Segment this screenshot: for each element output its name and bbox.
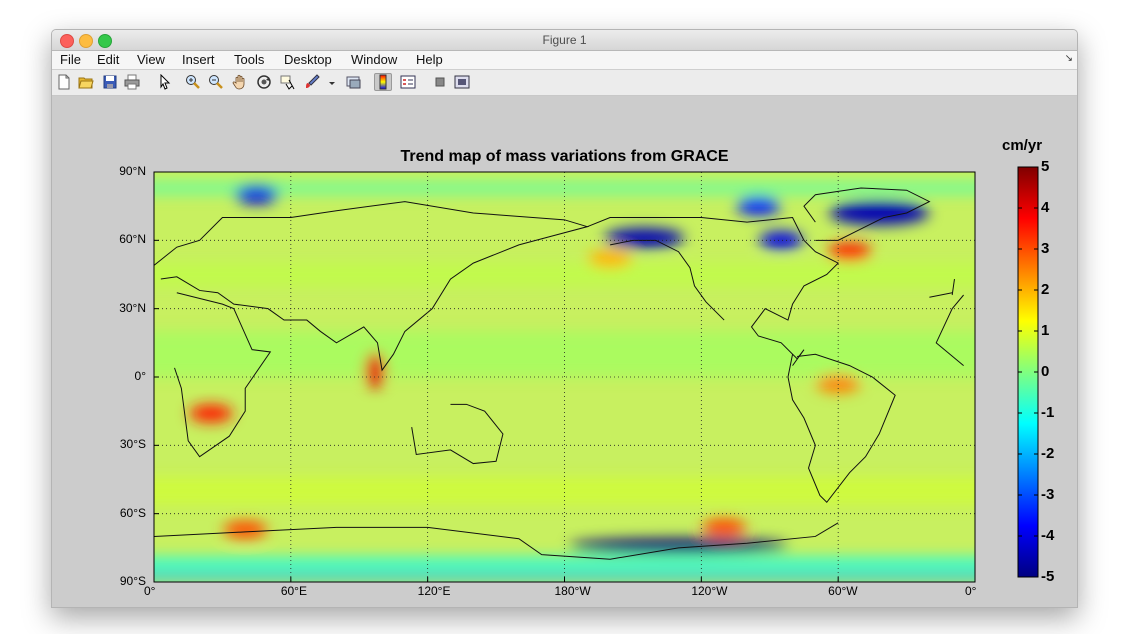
trend-feature-north-pacific — [588, 249, 633, 268]
coastline — [174, 292, 964, 458]
figure-window: Figure 1 File Edit View Insert Tools Des… — [51, 29, 1078, 608]
colorbar-icon[interactable] — [374, 73, 392, 91]
pointer-icon[interactable] — [157, 74, 173, 90]
colorbar-tick-label: -4 — [1041, 527, 1055, 544]
menu-help[interactable]: Help — [416, 52, 443, 67]
trend-band — [154, 331, 975, 377]
x-tick-label: 120°E — [417, 584, 451, 598]
menu-view[interactable]: View — [137, 52, 165, 67]
trend-map-axes[interactable] — [52, 96, 1077, 607]
trend-feature-alaska — [604, 228, 685, 249]
open-file-icon[interactable] — [78, 74, 94, 90]
colorbar-tick-label: -1 — [1041, 404, 1055, 421]
x-tick-label: 60°W — [828, 584, 858, 598]
trend-feature-greenland — [829, 201, 930, 225]
minimize-button[interactable] — [79, 34, 93, 48]
trend-feature-enderby-land — [223, 520, 268, 539]
trend-feature-west-antarctica — [568, 538, 789, 553]
trend-feature-canadian-arctic — [736, 197, 781, 216]
y-tick-label: 60°S — [119, 505, 146, 520]
menu-bar: File Edit View Insert Tools Desktop Wind… — [52, 51, 1077, 70]
show-plot-tools-icon[interactable] — [454, 74, 470, 90]
brush-icon[interactable] — [304, 74, 320, 90]
menu-insert[interactable]: Insert — [182, 52, 215, 67]
dock-arrow-icon[interactable]: ↘ — [1064, 53, 1073, 64]
coastline — [154, 201, 955, 372]
colorbar-tick-label: 2 — [1041, 281, 1050, 298]
trend-band — [154, 263, 975, 286]
x-tick-label: 0° — [144, 584, 156, 598]
colorbar-tick-label: -5 — [1041, 568, 1055, 585]
colorbar-tick-label: -2 — [1041, 445, 1055, 462]
menu-desktop[interactable]: Desktop — [284, 52, 332, 67]
trend-feature-amundsen-sea — [702, 518, 747, 537]
x-tick-label: 0° — [965, 584, 977, 598]
coastline — [787, 353, 896, 504]
zoom-in-icon[interactable] — [185, 74, 201, 90]
y-tick-label: 30°S — [119, 437, 146, 452]
hide-plot-tools-icon[interactable] — [432, 74, 448, 90]
coastline — [587, 217, 840, 366]
y-tick-label: 30°N — [119, 300, 146, 315]
zoom-out-icon[interactable] — [208, 74, 224, 90]
menu-tools[interactable]: Tools — [234, 52, 265, 67]
trend-feature-hudson-bay — [759, 231, 804, 250]
menu-window[interactable]: Window — [351, 52, 398, 67]
y-tick-label: 90°N — [119, 164, 146, 178]
trend-band — [154, 181, 975, 195]
coastline — [803, 187, 931, 241]
rotate-3d-icon[interactable] — [256, 74, 272, 90]
chart-title: Trend map of mass variations from GRACE — [400, 148, 729, 165]
maximize-button[interactable] — [98, 34, 112, 48]
x-tick-label: 60°E — [280, 584, 307, 598]
link-plot-icon[interactable] — [346, 74, 362, 90]
colorbar-tick-label: 1 — [1041, 322, 1050, 339]
menu-edit[interactable]: Edit — [97, 52, 120, 67]
coastline — [610, 239, 725, 321]
trend-feature-barents-sea — [234, 185, 279, 204]
legend-icon[interactable] — [400, 74, 416, 90]
trend-feature-labrador-sea — [827, 242, 872, 261]
colorbar-tick-label: 3 — [1041, 240, 1050, 257]
window-title: Figure 1 — [542, 33, 587, 47]
pan-hand-icon[interactable] — [232, 74, 248, 90]
close-button[interactable] — [60, 34, 74, 48]
new-figure-icon[interactable] — [56, 74, 72, 90]
data-cursor-icon[interactable] — [280, 74, 296, 90]
colorbar-label: cm/yr — [1002, 137, 1043, 154]
y-tick-label: 60°N — [119, 232, 146, 247]
figure-canvas: Trend map of mass variations from GRACE — [52, 96, 1077, 607]
save-icon[interactable] — [102, 74, 118, 90]
trend-feature-amazon — [816, 374, 861, 393]
colorbar-tick-label: 5 — [1041, 158, 1050, 175]
trend-feature-zambezi — [189, 404, 234, 423]
toolbar — [52, 70, 1077, 96]
menu-file[interactable]: File — [60, 52, 81, 67]
y-tick-label: 0° — [134, 369, 146, 383]
colorbar-tick-label: 4 — [1041, 199, 1050, 216]
coastline — [154, 522, 839, 560]
print-icon[interactable] — [124, 74, 140, 90]
colorbar-tick-label: 0 — [1041, 363, 1050, 380]
colorbar-tick-label: -3 — [1041, 486, 1055, 503]
title-bar[interactable]: Figure 1 — [52, 30, 1077, 51]
brush-dropdown-icon[interactable] — [324, 74, 335, 90]
x-tick-label: 180°W — [554, 584, 591, 598]
trend-band — [154, 556, 975, 571]
y-tick-label: 90°S — [119, 574, 146, 588]
x-tick-label: 120°W — [691, 584, 728, 598]
